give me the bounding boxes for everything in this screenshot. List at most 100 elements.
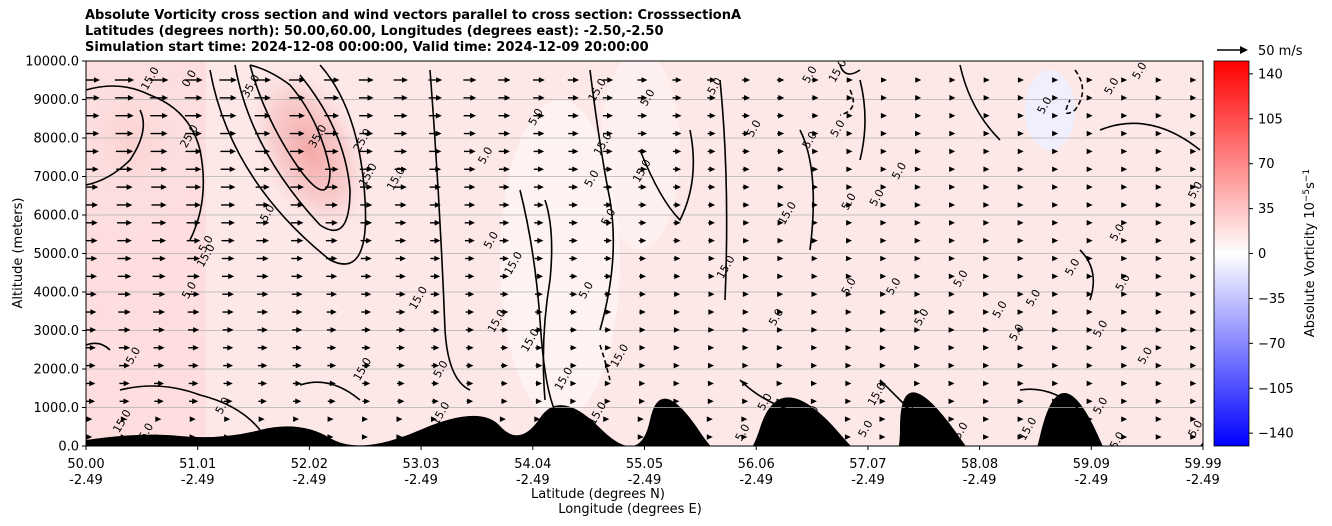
wind-arrow [466, 380, 474, 387]
contour-line [429, 69, 471, 391]
wind-arrow [326, 273, 338, 280]
wind-arrow [1086, 184, 1093, 190]
wind-arrow [359, 112, 374, 119]
wind-arrow [1121, 327, 1128, 333]
wind-arrow [1121, 95, 1128, 101]
wind-arrow [845, 344, 852, 351]
wind-arrow [394, 184, 407, 190]
colorbar-tick-label: −140 [1258, 427, 1294, 442]
wind-arrow [86, 220, 98, 226]
wind-arrow [742, 95, 751, 101]
wind-arrow [708, 255, 715, 262]
wind-arrow [395, 291, 406, 297]
wind-arrow [1190, 220, 1197, 226]
wind-arrow [150, 130, 168, 137]
wind-arrow [811, 273, 818, 280]
wind-arrow [880, 166, 887, 173]
wind-arrow [118, 344, 131, 351]
wind-arrow [777, 291, 784, 297]
wind-arrow [221, 255, 235, 262]
wind-arrow [533, 148, 545, 155]
y-tick-label: 5000.0 [34, 247, 80, 262]
wind-arrow [255, 184, 270, 190]
wind-arrow [672, 434, 679, 440]
wind-arrow [983, 77, 990, 83]
wind-arrow [396, 309, 406, 315]
wind-arrow [396, 327, 406, 333]
wind-arrow [429, 220, 441, 226]
wind-arrow [812, 148, 819, 155]
chart-title-line-2: Latitudes (degrees north): 50.00,60.00, … [85, 24, 664, 39]
wind-arrow [672, 148, 682, 155]
wind-arrow [533, 130, 545, 137]
contour-line [589, 69, 615, 331]
wind-arrow [777, 273, 784, 280]
wind-arrow [256, 237, 270, 244]
wind-arrow [776, 327, 783, 333]
wind-arrow [535, 344, 543, 351]
wind-arrow [533, 95, 545, 101]
colorbar-tick-label: 105 [1258, 112, 1283, 127]
wind-arrow [1052, 95, 1059, 101]
wind-arrow [880, 95, 887, 101]
wind-arrow [361, 309, 372, 315]
wind-arrow [1190, 95, 1197, 101]
wind-arrow [880, 237, 887, 244]
wind-arrow [844, 434, 851, 440]
wind-arrow [604, 398, 611, 405]
wind-arrow [707, 148, 716, 155]
wind-arrow [120, 434, 127, 440]
wind-arrow [845, 255, 852, 262]
wind-arrow [120, 416, 127, 422]
wind-arrow [152, 237, 167, 244]
wind-arrow [1086, 380, 1093, 387]
wind-arrow [324, 95, 340, 101]
wind-arrow [637, 95, 648, 101]
wind-arrow [1190, 255, 1197, 262]
colorbar-tick-label: 35 [1258, 202, 1275, 217]
wind-arrow [289, 130, 305, 137]
wind-arrow [639, 380, 646, 387]
wind-arrow [914, 237, 921, 244]
wind-arrow [637, 416, 644, 422]
wind-arrow [362, 416, 369, 422]
terrain-surface [86, 392, 1203, 446]
wind-arrow [1052, 184, 1059, 190]
colorbar-gradient [1213, 60, 1250, 447]
wind-arrow [1017, 130, 1024, 137]
wind-arrow [708, 309, 715, 315]
wind-arrow [292, 362, 302, 369]
wind-arrow [708, 327, 715, 333]
wind-arrow [465, 255, 475, 262]
wind-arrow [743, 237, 750, 244]
x-tick-label-lat: 53.03 [402, 457, 439, 472]
wind-arrow [707, 380, 714, 387]
wind-arrow [879, 380, 886, 387]
wind-arrow [742, 291, 749, 297]
wind-arrow [603, 434, 610, 440]
wind-arrow [915, 112, 922, 119]
wind-arrow [742, 130, 750, 137]
vorticity-blob-center [500, 100, 620, 420]
wind-arrow [1190, 184, 1197, 190]
wind-arrow [186, 220, 201, 226]
contour-line [209, 64, 367, 265]
wind-arrow [914, 166, 921, 173]
wind-arrow [1086, 362, 1093, 369]
wind-arrow [500, 362, 508, 369]
vorticity-field [86, 61, 1203, 446]
wind-arrow [914, 273, 921, 280]
wind-arrow [1086, 309, 1093, 315]
wind-arrow [777, 309, 784, 315]
wind-arrow [777, 148, 784, 155]
wind-arrow [397, 398, 405, 405]
wind-arrow [568, 130, 579, 137]
wind-arrow [603, 202, 613, 208]
x-axis: 50.00-2.4951.01-2.4952.02-2.4953.03-2.49… [67, 446, 1222, 488]
wind-arrow [359, 130, 374, 137]
wind-arrow [498, 148, 510, 155]
wind-arrow [499, 255, 509, 262]
wind-arrow [741, 416, 748, 422]
wind-arrow [673, 273, 681, 280]
wind-arrow [535, 362, 543, 369]
